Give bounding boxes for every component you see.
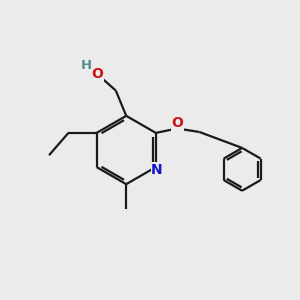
Text: H: H	[80, 59, 92, 72]
Text: O: O	[92, 67, 103, 81]
Text: O: O	[171, 116, 183, 130]
Text: N: N	[151, 163, 163, 177]
